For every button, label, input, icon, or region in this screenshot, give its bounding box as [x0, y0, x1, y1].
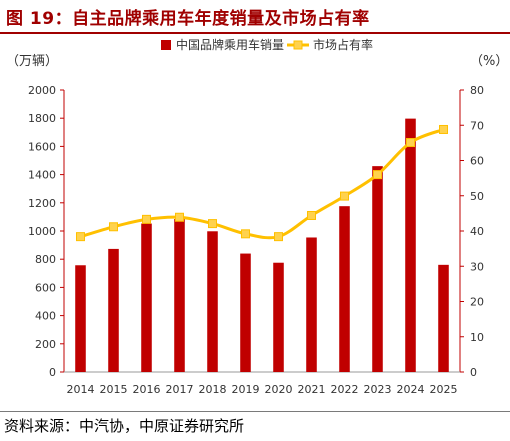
x-tick-label: 2014: [67, 383, 95, 396]
x-tick-label: 2016: [133, 383, 161, 396]
share-point: [241, 229, 250, 239]
legend-bar-swatch: [161, 40, 171, 50]
bar: [405, 118, 416, 372]
y-left-tick-label: 1800: [28, 112, 56, 125]
line-layer: [76, 124, 448, 242]
x-tick-label: 2020: [265, 383, 293, 396]
y-left-tick-label: 0: [49, 366, 56, 379]
bar: [141, 223, 152, 372]
y-right-tick-label: 0: [470, 366, 477, 379]
share-point: [307, 210, 316, 220]
x-tick-label: 2024: [397, 383, 425, 396]
share-point: [142, 214, 151, 224]
y-left-tick-label: 2000: [28, 84, 56, 97]
y-left-tick-label: 1600: [28, 140, 56, 153]
legend-line-marker: [293, 40, 303, 50]
x-tick-label: 2015: [100, 383, 128, 396]
y-right-tick-label: 30: [470, 260, 484, 273]
y-right-tick-label: 10: [470, 331, 484, 344]
title-divider: [0, 32, 510, 34]
y-right-tick-label: 20: [470, 296, 484, 309]
x-tick-label: 2018: [199, 383, 227, 396]
y-right-tick-label: 40: [470, 225, 484, 238]
y-right-tick-label: 50: [470, 190, 484, 203]
x-tick-label: 2023: [364, 383, 392, 396]
bar: [438, 264, 449, 372]
share-point: [373, 170, 382, 180]
x-tick-label: 2021: [298, 383, 326, 396]
y-left-tick-label: 1200: [28, 197, 56, 210]
bar: [75, 265, 86, 372]
bar: [108, 248, 119, 372]
bar: [240, 253, 251, 372]
share-line: [80, 128, 445, 240]
x-tick-label: 2025: [430, 383, 458, 396]
share-point: [340, 191, 349, 201]
y-right-tick-label: 60: [470, 155, 484, 168]
y-left-tick-label: 600: [35, 281, 56, 294]
bar: [174, 219, 185, 372]
figure-title: 图 19：自主品牌乘用车年度销量及市场占有率: [6, 9, 370, 29]
y-left-tick-label: 400: [35, 310, 56, 323]
legend-bar-label: 中国品牌乘用车销量: [176, 37, 284, 52]
y-right-tick-label: 80: [470, 84, 484, 97]
y-left-tick-label: 200: [35, 338, 56, 351]
bar: [339, 206, 350, 372]
x-tick-label: 2019: [232, 383, 260, 396]
bars-layer: [75, 118, 449, 372]
share-point: [439, 124, 448, 134]
y-axis-left-label: （万辆）: [6, 54, 58, 69]
share-point: [109, 222, 118, 232]
axes-layer: 0 200 400 600 800 1000 1200 1400 1600 1800 2000 0 10…: [28, 84, 484, 396]
bar: [306, 237, 317, 372]
x-tick-label: 2017: [166, 383, 194, 396]
share-point: [208, 219, 217, 229]
share-point: [76, 232, 85, 242]
source-note: 资料来源：中汽协，中原证券研究所: [4, 417, 245, 435]
legend-line-label: 市场占有率: [313, 37, 373, 52]
y-left-tick-label: 1400: [28, 169, 56, 182]
y-left-tick-label: 800: [35, 253, 56, 266]
x-tick-label: 2022: [331, 383, 359, 396]
bar: [372, 166, 383, 372]
source-divider: [0, 411, 510, 412]
y-left-tick-label: 1000: [28, 225, 56, 238]
bar: [273, 262, 284, 372]
share-point: [406, 138, 415, 148]
bar: [207, 231, 218, 372]
y-right-tick-label: 70: [470, 119, 484, 132]
legend: 中国品牌乘用车销量 市场占有率: [161, 37, 373, 52]
share-point: [175, 212, 184, 222]
share-point: [274, 232, 283, 242]
y-axis-right-label: （%）: [470, 54, 508, 69]
